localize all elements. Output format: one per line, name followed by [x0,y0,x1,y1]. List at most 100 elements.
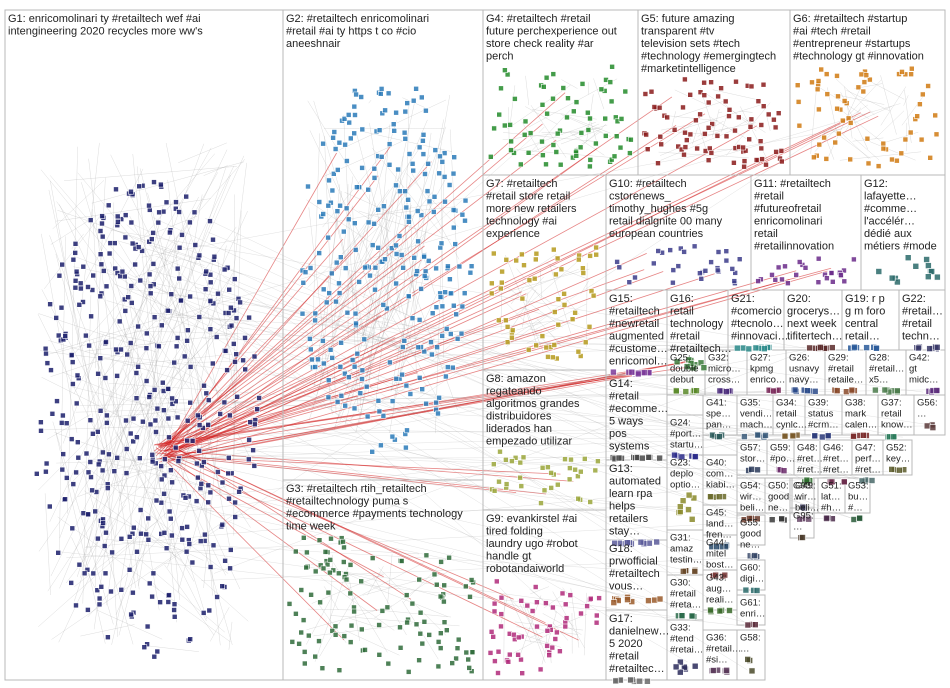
node-g3 [453,655,459,662]
node-g2 [336,139,343,146]
node-g7 [554,255,561,262]
node-g18 [645,597,652,604]
node-g3 [423,552,430,559]
node-g1 [191,209,198,216]
node-g2 [411,255,418,261]
node-g10 [723,257,730,264]
node-g2 [372,264,379,271]
node-g2 [363,383,370,390]
node-g1 [242,366,248,373]
node-g5 [747,124,754,130]
edge-intra-g9 [570,588,580,648]
node-g7 [498,279,505,286]
node-g1 [99,220,105,227]
node-g1 [135,244,142,250]
node-g3 [322,549,329,555]
edge-long [108,382,903,438]
node-g2 [429,351,435,358]
node-g1 [207,326,214,333]
node-g1 [236,488,242,495]
node-g1 [96,601,103,608]
node-g2 [442,198,448,205]
node-g2 [334,399,341,405]
edge-intra-g6 [880,75,897,135]
edge-intra-g2 [331,192,397,319]
node-g2 [468,263,475,270]
node-g10 [626,279,633,286]
node-g6 [918,136,925,143]
node-g6 [919,91,926,98]
node-g9 [546,652,553,659]
edge-intra-g1 [203,412,221,589]
node-g8 [517,474,523,481]
edge-intra-g6 [837,107,885,144]
edge-intra-g7 [516,268,556,316]
node-g5 [656,104,663,111]
node-g2 [395,166,401,173]
node-g2 [461,290,468,297]
node-g9 [493,578,500,585]
node-g2 [351,405,358,412]
node-g1 [108,588,114,595]
node-g1 [211,253,218,260]
node-g2 [351,130,358,137]
node-g6 [816,141,823,148]
node-g2 [320,140,326,147]
edge-long [166,435,726,450]
edge-intra-g1 [146,401,175,432]
edge-intra-g5 [704,92,766,133]
node-g8 [518,483,525,489]
node-g2 [371,175,378,181]
node-g1 [166,508,173,515]
node-g2 [388,245,395,251]
node-g2 [459,211,466,218]
group-label-g59: G59: #po… [770,443,795,465]
node-g3 [328,535,334,542]
node-g6 [814,86,821,93]
node-g3 [467,593,473,600]
node-g9 [515,651,521,658]
node-g5 [775,110,782,116]
node-g2 [459,303,466,310]
node-g5 [746,136,753,143]
node-g1 [165,307,171,314]
edge-intra-g6 [844,86,853,139]
node-g5 [765,111,772,118]
node-g1 [135,363,141,370]
group-label-g13: G13: automated learn rpa helps retailers stay… [609,463,661,538]
node-g1 [89,287,96,293]
node-g4 [628,136,634,143]
edge-intra-g1 [104,226,237,407]
node-g2 [402,136,409,142]
node-g1 [59,261,66,268]
edge-long [56,437,757,464]
edge-intra-g1 [64,166,237,181]
node-g3 [348,622,355,629]
node-g1 [143,345,150,352]
node-g2 [403,382,410,389]
node-g1 [97,251,104,257]
node-g1 [174,265,181,272]
node-g3 [304,549,310,556]
node-g9 [518,656,524,663]
node-g10 [715,249,722,255]
edge-intra-g2 [352,258,406,336]
node-g9 [550,604,556,611]
node-g4 [578,130,585,136]
node-g9 [552,636,559,642]
node-g2 [365,219,372,226]
node-g3 [289,639,296,645]
node-g2 [356,279,362,285]
node-g7 [504,324,511,330]
edge-intra-g2 [365,194,371,265]
edge-intra-g2 [321,300,344,370]
node-g1 [205,482,212,489]
node-g2 [377,91,384,97]
node-g1 [222,557,228,564]
node-g6 [818,66,825,73]
node-g2 [400,264,406,271]
node-g58 [744,656,752,663]
edge-intra-g2 [307,176,421,288]
node-g2 [419,386,426,393]
node-g1 [122,308,129,314]
